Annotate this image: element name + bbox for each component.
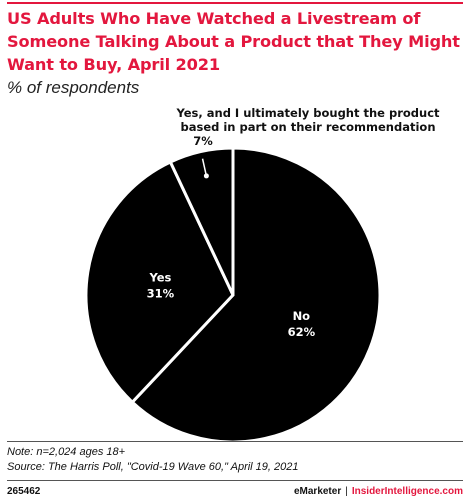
pie-slice-3 (168, 146, 235, 297)
pie-labels: No 62% Yes 31% Yes, and I ultimately bought … (147, 106, 440, 339)
slice-label-line-1: Yes, and I ultimately bought the product (175, 106, 440, 120)
callout-dot (203, 173, 209, 179)
pie-slices (84, 146, 382, 444)
slice-value-label-3: 7% (193, 134, 213, 148)
slice-label-1: No (293, 309, 311, 323)
chart-subtitle: % of respondents (7, 78, 140, 97)
footer-note: Note: n=2,024 ages 18+ (7, 446, 126, 458)
top-accent-rule (7, 2, 463, 4)
brand-emarketer: eMarketer (293, 486, 342, 497)
pie-slice-2 (84, 160, 235, 404)
footer-rule-bottom (7, 480, 463, 481)
footer-source: Source: The Harris Poll, "Covid-19 Wave … (7, 461, 299, 473)
callout-leader-line (201, 158, 208, 177)
brand-insider-intelligence: InsiderIntelligence.com (351, 486, 463, 497)
brand-footer: eMarketer | InsiderIntelligence.com (294, 486, 463, 497)
slice-label-2: Yes (148, 271, 171, 285)
chart-title: US Adults Who Have Watched a Livestream … (7, 9, 460, 74)
slice-value-label-2: 31% (147, 287, 175, 301)
pie-slice-1 (130, 146, 382, 444)
slice-value-label-1: 62% (288, 325, 316, 339)
slice-label-line-2: based in part on their recommendation (180, 120, 435, 134)
chart-id: 265462 (7, 486, 41, 497)
brand-separator: | (345, 486, 348, 497)
footer-rule (7, 441, 463, 442)
